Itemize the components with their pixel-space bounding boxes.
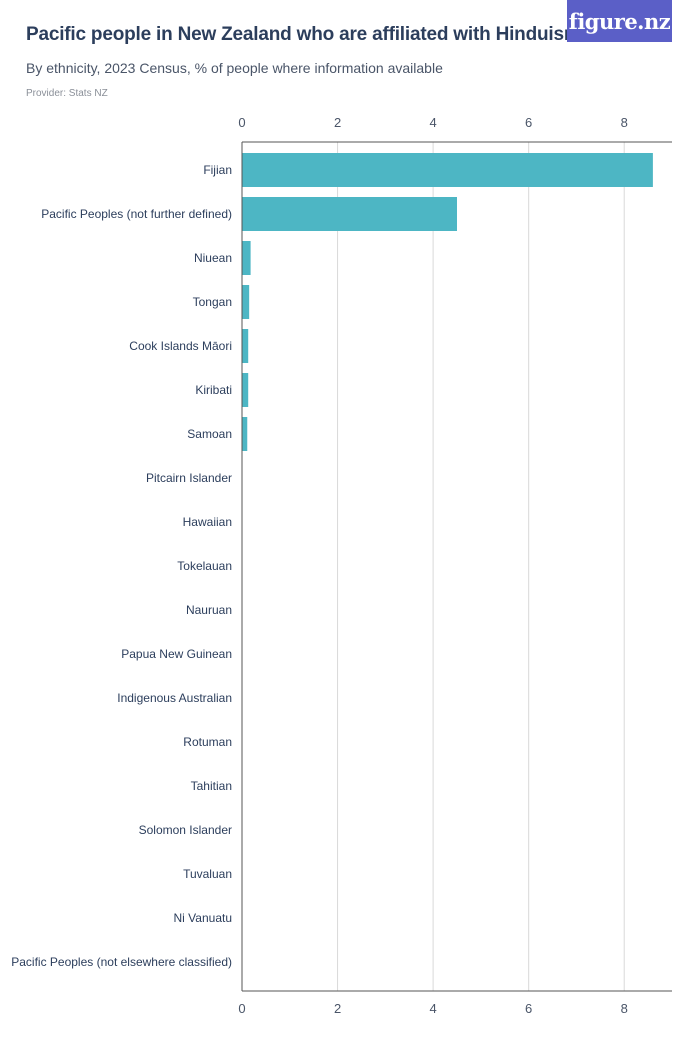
x-tick-label-bottom: 0 xyxy=(238,1001,245,1016)
x-tick-label-top: 0 xyxy=(238,115,245,130)
bar xyxy=(242,197,457,231)
category-label: Tokelauan xyxy=(177,559,232,573)
category-label: Tahitian xyxy=(191,779,232,793)
category-label: Pacific Peoples (not elsewhere classifie… xyxy=(11,955,232,969)
bar xyxy=(242,153,653,187)
category-label: Kiribati xyxy=(195,383,232,397)
bar xyxy=(242,241,251,275)
category-label: Hawaiian xyxy=(183,515,232,529)
category-label: Cook Islands Māori xyxy=(129,339,232,353)
figure-nz-logo[interactable]: figure.nz xyxy=(567,0,672,42)
category-label: Samoan xyxy=(187,427,232,441)
x-tick-label-top: 8 xyxy=(621,115,628,130)
bar xyxy=(242,285,250,319)
category-label: Ni Vanuatu xyxy=(174,911,232,925)
category-label: Fijian xyxy=(203,163,232,177)
category-label: Rotuman xyxy=(183,735,232,749)
bar xyxy=(242,417,248,451)
category-label: Indigenous Australian xyxy=(117,691,232,705)
x-tick-label-top: 6 xyxy=(525,115,532,130)
x-tick-label-bottom: 4 xyxy=(429,1001,436,1016)
category-label: Solomon Islander xyxy=(139,823,232,837)
category-label: Tuvaluan xyxy=(183,867,232,881)
chart-title: Pacific people in New Zealand who are af… xyxy=(26,24,581,45)
category-label: Pacific Peoples (not further defined) xyxy=(41,207,232,221)
category-label: Nauruan xyxy=(186,603,232,617)
x-tick-label-bottom: 8 xyxy=(621,1001,628,1016)
category-label: Niuean xyxy=(194,251,232,265)
bar xyxy=(242,329,249,363)
x-tick-label-bottom: 6 xyxy=(525,1001,532,1016)
x-tick-label-bottom: 2 xyxy=(334,1001,341,1016)
bar xyxy=(242,373,249,407)
provider-note: Provider: Stats NZ xyxy=(26,88,108,99)
category-label: Pitcairn Islander xyxy=(146,471,232,485)
category-label: Tongan xyxy=(193,295,232,309)
chart-subtitle: By ethnicity, 2023 Census, % of people w… xyxy=(26,60,443,76)
x-tick-label-top: 4 xyxy=(429,115,436,130)
category-label: Papua New Guinean xyxy=(121,647,232,661)
x-tick-label-top: 2 xyxy=(334,115,341,130)
